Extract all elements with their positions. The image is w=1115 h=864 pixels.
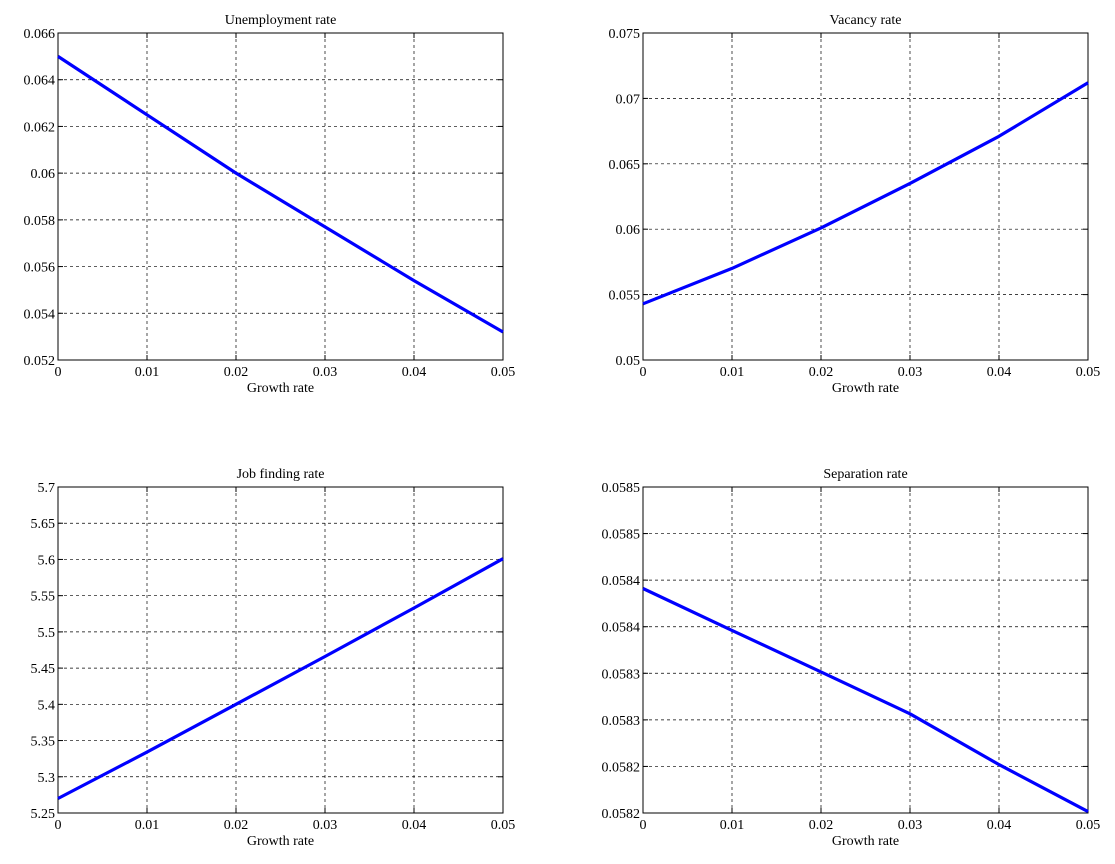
axes-box <box>642 486 1089 814</box>
y-tick-label: 0.055 <box>609 289 641 304</box>
x-tick-label: 0.02 <box>809 818 834 833</box>
y-tick-label: 5.3 <box>38 771 56 786</box>
x-tick-label: 0.03 <box>898 818 923 833</box>
plot-area <box>643 33 1088 360</box>
y-tick-label: 5.25 <box>31 807 56 822</box>
subplot-title: Vacancy rate <box>830 13 902 28</box>
y-tick-label: 5.7 <box>38 481 56 496</box>
y-tick-label: 0.0585 <box>602 528 641 543</box>
y-tick-label: 0.05 <box>616 354 641 369</box>
y-tick-label: 0.0584 <box>602 621 641 636</box>
subplot-4: 0 0.01 0.02 0.03 0.04 0.05 0.0582 0.0582 0.0583 0… <box>602 467 1101 849</box>
y-tick-label: 0.058 <box>24 214 56 229</box>
y-tick-label: 0.0584 <box>602 574 641 589</box>
y-tick-label: 0.07 <box>616 92 641 107</box>
x-tick-label: 0.05 <box>491 818 516 833</box>
subplot-title: Job finding rate <box>237 467 325 482</box>
x-tick-label: 0.03 <box>898 365 923 380</box>
x-tick-label: 0.05 <box>1076 365 1101 380</box>
x-axis-label: Growth rate <box>247 381 314 396</box>
x-tick-label: 0 <box>55 365 62 380</box>
x-axis-label: Growth rate <box>832 834 899 849</box>
plot-area <box>58 33 503 360</box>
x-tick-label: 0 <box>55 818 62 833</box>
y-tick-label: 0.0582 <box>602 760 641 775</box>
y-tick-label: 5.45 <box>31 662 56 677</box>
y-tick-label: 5.55 <box>31 590 56 605</box>
x-tick-label: 0.01 <box>135 365 160 380</box>
x-tick-label: 0.03 <box>313 818 338 833</box>
x-tick-label: 0.04 <box>402 365 427 380</box>
x-axis-label: Growth rate <box>247 834 314 849</box>
x-tick-label: 0.02 <box>809 365 834 380</box>
y-tick-label: 5.35 <box>31 735 56 750</box>
x-tick-label: 0.01 <box>720 818 745 833</box>
y-tick-label: 0.056 <box>24 261 56 276</box>
y-tick-label: 0.066 <box>24 27 56 42</box>
subplot-title: Separation rate <box>823 467 907 482</box>
x-tick-label: 0 <box>640 818 647 833</box>
y-tick-label: 5.5 <box>38 626 56 641</box>
y-tick-label: 0.065 <box>609 158 641 173</box>
y-tick-label: 0.0585 <box>602 481 641 496</box>
y-tick-label: 0.06 <box>616 223 641 238</box>
axes-box <box>642 32 1089 361</box>
y-tick-label: 5.6 <box>38 553 56 568</box>
x-tick-label: 0.02 <box>224 818 249 833</box>
series-line <box>57 557 504 800</box>
x-tick-label: 0.03 <box>313 365 338 380</box>
x-tick-label: 0.01 <box>720 365 745 380</box>
subplot-1: 0 0.01 0.02 0.03 0.04 0.05 0.052 0.054 0.056 0.05… <box>24 13 516 396</box>
series-line <box>57 55 504 334</box>
y-tick-label: 0.052 <box>24 354 56 369</box>
y-tick-label: 5.4 <box>38 698 56 713</box>
y-tick-label: 0.054 <box>24 307 56 322</box>
x-tick-label: 0.05 <box>1076 818 1101 833</box>
plot-area <box>643 487 1088 813</box>
x-tick-label: 0.01 <box>135 818 160 833</box>
x-tick-label: 0.05 <box>491 365 516 380</box>
y-tick-label: 0.0583 <box>602 714 641 729</box>
y-tick-label: 0.064 <box>24 74 56 89</box>
subplot-2: 0 0.01 0.02 0.03 0.04 0.05 0.05 0.055 0.06 0.065 0… <box>609 13 1101 396</box>
axes-box <box>57 486 504 814</box>
x-tick-label: 0 <box>640 365 647 380</box>
x-axis-label: Growth rate <box>832 381 899 396</box>
y-tick-label: 0.062 <box>24 120 56 135</box>
y-tick-label: 0.0583 <box>602 667 641 682</box>
x-tick-label: 0.02 <box>224 365 249 380</box>
y-tick-label: 5.65 <box>31 517 56 532</box>
y-tick-label: 0.075 <box>609 27 641 42</box>
subplot-title: Unemployment rate <box>225 13 337 28</box>
x-tick-label: 0.04 <box>402 818 427 833</box>
series-line <box>642 587 1089 814</box>
x-tick-label: 0.04 <box>987 365 1012 380</box>
y-tick-label: 0.06 <box>31 167 56 182</box>
subplot-3: 0 0.01 0.02 0.03 0.04 0.05 5.25 5.3 5.35 5.4 5.45 5… <box>31 467 516 849</box>
series-line <box>642 81 1089 306</box>
x-tick-label: 0.04 <box>987 818 1012 833</box>
axes-box <box>57 32 504 361</box>
y-tick-label: 0.0582 <box>602 807 641 822</box>
